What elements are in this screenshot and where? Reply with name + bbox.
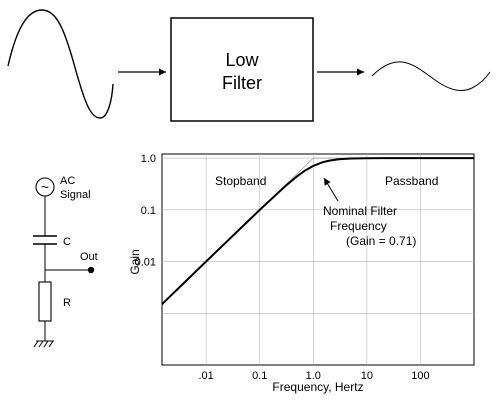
chart-frame <box>161 153 475 366</box>
filter-box-line2: Filter <box>222 73 262 93</box>
stopband-label: Stopband <box>215 174 266 188</box>
x-tick-label: 0.1 <box>252 370 267 382</box>
gain-response-curve <box>161 157 474 305</box>
resistor-label: R <box>63 297 71 309</box>
output-sine-wave <box>371 61 491 91</box>
y-axis-label: Gain <box>128 249 142 274</box>
y-tick-label: 0.01 <box>135 257 156 269</box>
x-tick-label: .01 <box>198 370 213 382</box>
gain-chart: .01 0.1 1.0 10 100 0.01 0.1 1.0 Gain Frequency,… <box>128 153 475 394</box>
nominal-frequency-pointer <box>323 177 339 202</box>
block-diagram: Low Filter <box>7 9 491 122</box>
output-label: Out <box>80 251 98 263</box>
x-tick-label: 1.0 <box>306 370 321 382</box>
ground-symbol <box>33 340 54 348</box>
nominal-label-line2: Frequency <box>330 219 387 233</box>
x-tick-label: 100 <box>411 370 429 382</box>
chart-curves <box>161 157 474 305</box>
ac-signal-label-line2: Signal <box>60 189 91 201</box>
low-filter-box <box>170 17 314 122</box>
y-tick-label: 0.1 <box>141 205 156 217</box>
x-axis-label: Frequency, Hertz <box>272 380 363 394</box>
filter-box-line1: Low <box>225 50 259 70</box>
resistor-symbol <box>38 281 52 322</box>
passband-label: Passband <box>385 174 438 188</box>
ac-source-tilde: ~ <box>41 179 49 195</box>
output-terminal <box>87 266 95 274</box>
y-tick-label: 1.0 <box>141 153 156 165</box>
nominal-label-line3: (Gain = 0.71) <box>346 234 416 248</box>
nominal-label-line1: Nominal Filter <box>323 204 397 218</box>
x-tick-label: 10 <box>361 370 373 382</box>
rc-circuit: ~ AC Signal C Out R <box>33 175 98 348</box>
ac-signal-label-line1: AC <box>60 175 75 187</box>
capacitor-label: C <box>63 236 71 248</box>
chart-grid <box>162 154 474 365</box>
input-sine-wave <box>7 9 114 119</box>
chart-ticks: .01 0.1 1.0 10 100 0.01 0.1 1.0 <box>135 153 430 382</box>
